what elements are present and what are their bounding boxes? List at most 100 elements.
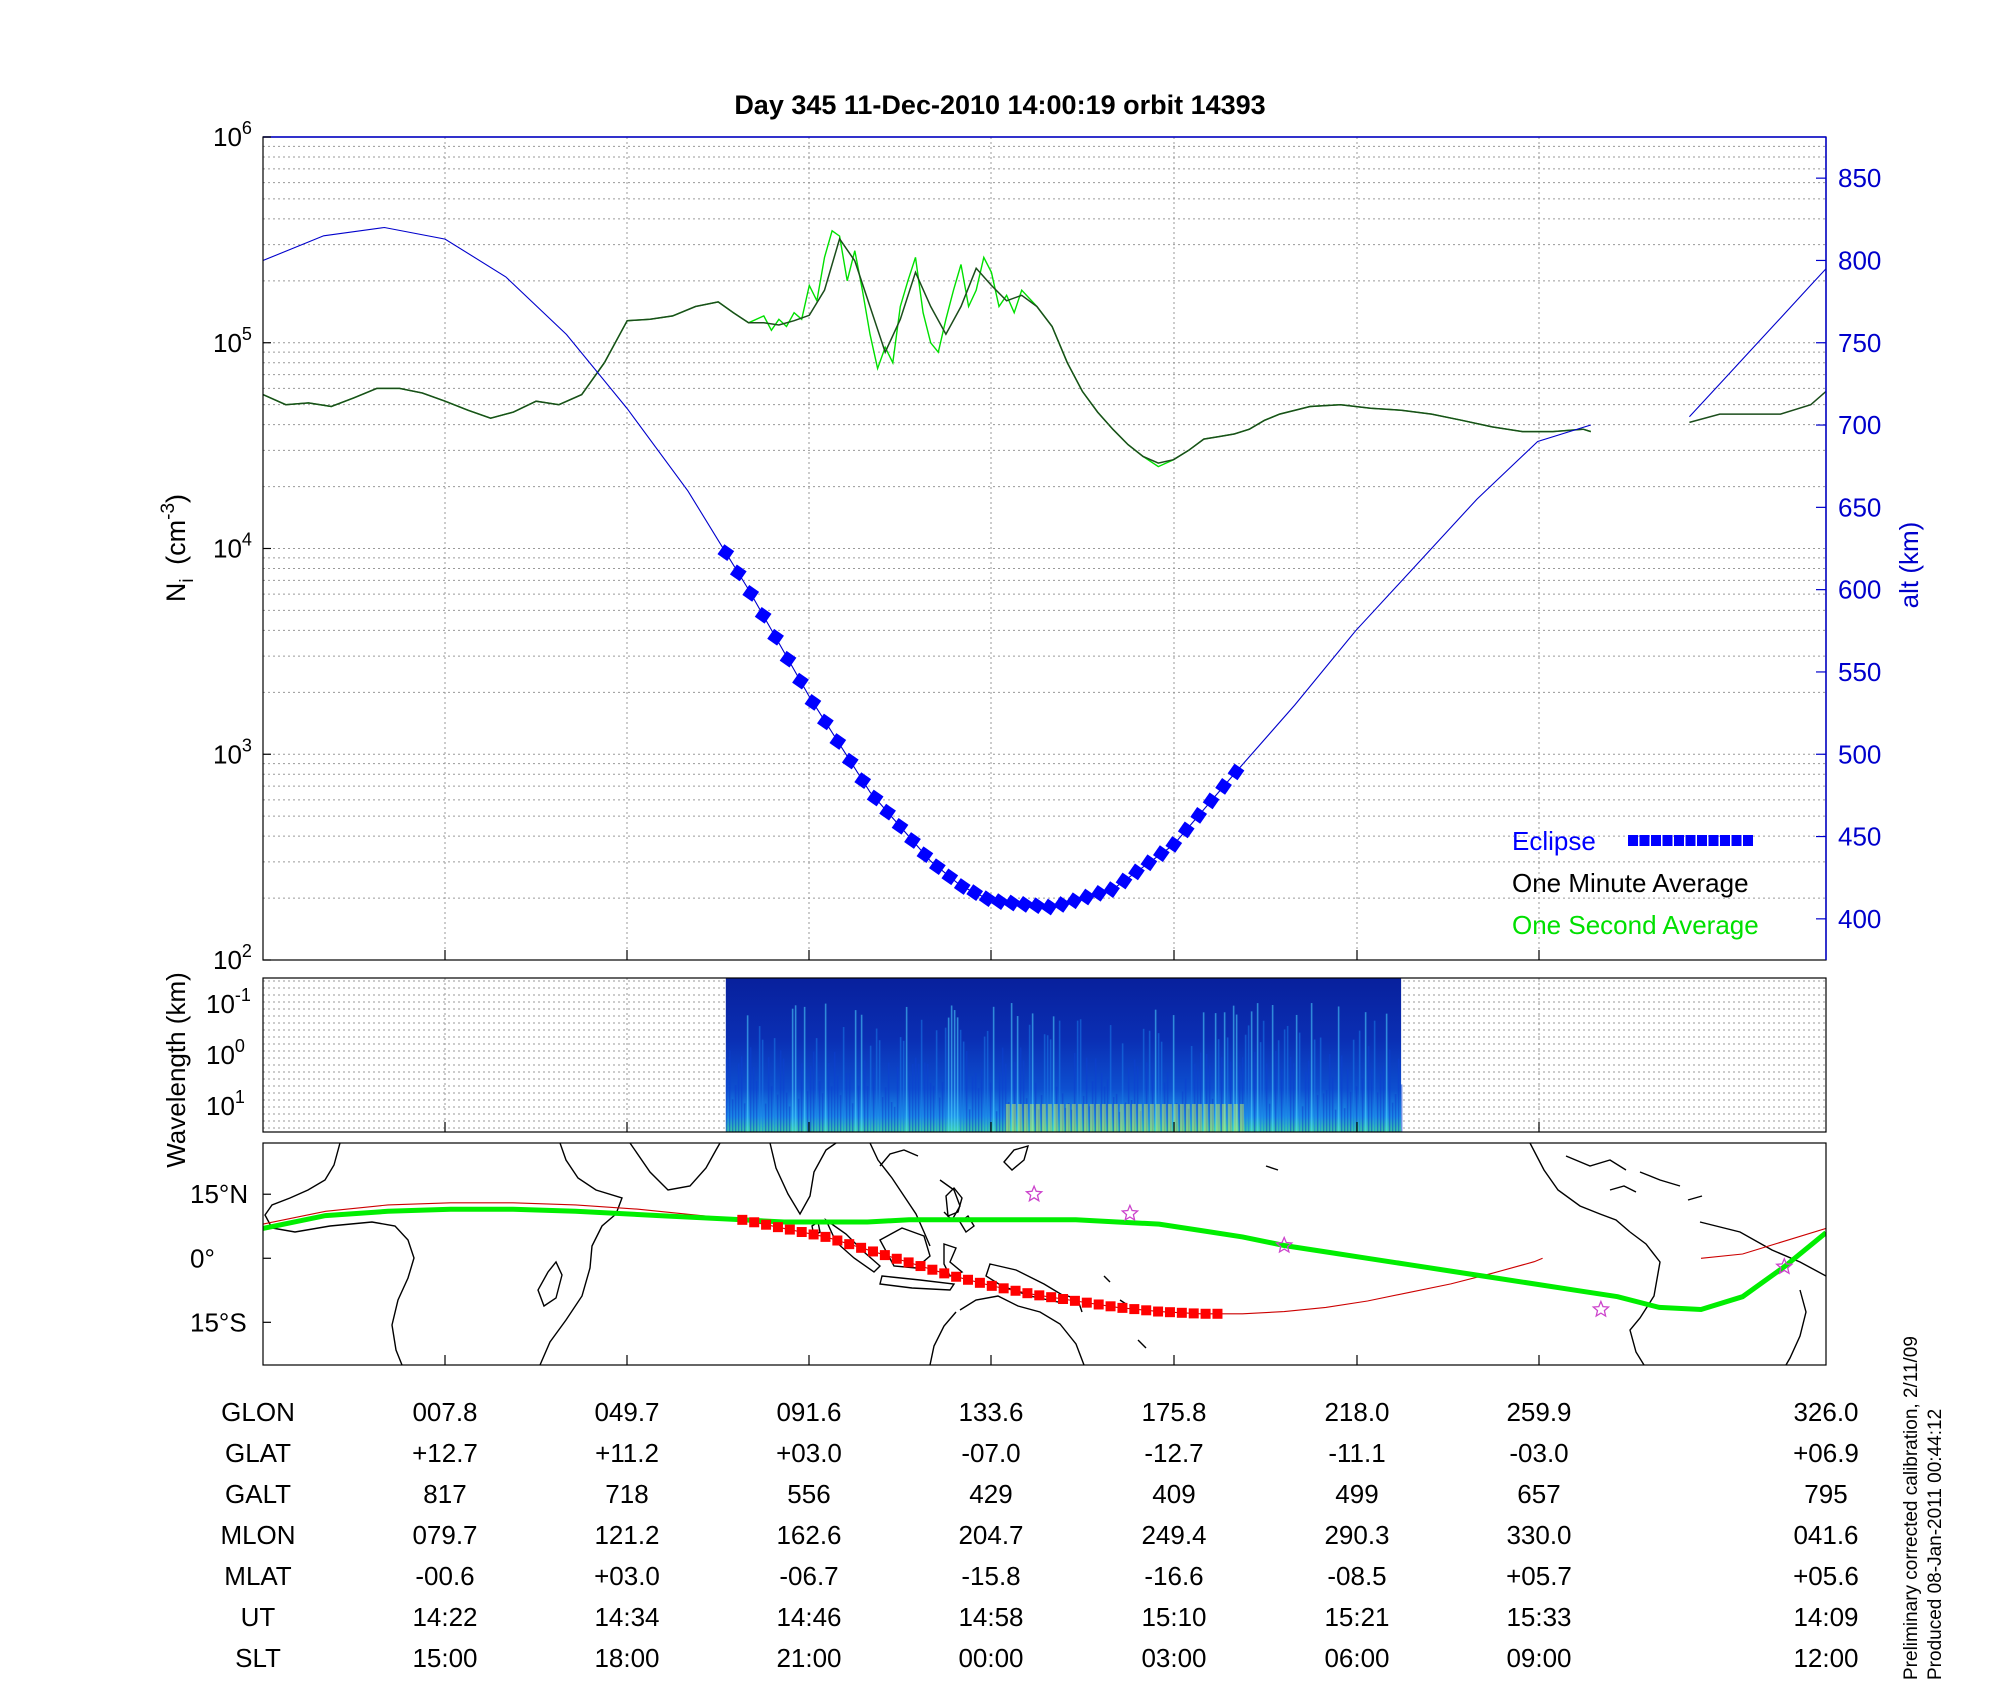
spectrogram-frame bbox=[262, 977, 1827, 1133]
orbit-table: GLON 007.8 049.7 091.6 133.6 175.8 218.0 259.9 3… bbox=[220, 1397, 1858, 1673]
density-axis-ticks: 102 103 104 105 106 bbox=[213, 118, 271, 975]
spectrogram-streak bbox=[1106, 1079, 1109, 1132]
spectrogram-streak bbox=[1052, 1016, 1055, 1132]
spectrogram-streak bbox=[737, 1063, 740, 1132]
spectrogram-streak bbox=[1319, 1037, 1322, 1132]
eclipse-track-marker bbox=[1129, 1304, 1140, 1315]
spectrogram-streak bbox=[1388, 1049, 1391, 1132]
spectrogram-streak bbox=[1223, 1012, 1226, 1132]
legend-eclipse-square bbox=[1697, 835, 1707, 846]
spectrogram-streak bbox=[1271, 1004, 1274, 1132]
spectrogram-streak bbox=[1295, 1014, 1298, 1132]
legend-eclipse-square bbox=[1662, 835, 1673, 846]
spectrogram-streak bbox=[1184, 1078, 1187, 1132]
spectrogram-streak bbox=[1283, 1029, 1286, 1132]
spectrogram-hot bbox=[1191, 1104, 1196, 1132]
spectrogram-streak bbox=[1022, 1060, 1025, 1132]
legend-eclipse-square bbox=[1708, 835, 1719, 846]
spectrogram-streak bbox=[1001, 1047, 1004, 1132]
spectrogram-streak bbox=[1277, 1040, 1280, 1132]
legend-eclipse-square bbox=[1743, 835, 1753, 846]
spectrogram-streak bbox=[746, 1015, 749, 1132]
spectrogram-streak bbox=[1019, 1047, 1022, 1132]
spectrogram-streak bbox=[953, 1010, 956, 1132]
spectrogram-streak bbox=[932, 1085, 935, 1132]
spectrogram-streak bbox=[1259, 1042, 1262, 1132]
table-cell: 817 bbox=[423, 1479, 466, 1509]
spectrogram-streak bbox=[824, 1003, 827, 1132]
spectrogram-streak bbox=[1208, 1065, 1211, 1132]
eclipse-track-marker bbox=[1046, 1292, 1057, 1303]
spectrogram-streak bbox=[998, 1072, 1001, 1132]
eclipse-marker bbox=[767, 628, 784, 646]
legend-eclipse-square bbox=[1628, 835, 1638, 846]
spectrogram-streak bbox=[896, 1066, 899, 1132]
spectrogram-streak bbox=[782, 1058, 785, 1132]
spectrogram-streak bbox=[800, 1063, 803, 1132]
spectrogram-hot bbox=[1113, 1104, 1118, 1132]
spectrogram-streak bbox=[1385, 1013, 1388, 1132]
spectrogram-hot bbox=[1197, 1104, 1202, 1132]
spectrogram-streak bbox=[887, 1062, 890, 1132]
table-row-label: SLT bbox=[235, 1643, 281, 1673]
eclipse-track-marker bbox=[784, 1224, 795, 1235]
series-altitude bbox=[263, 226, 1591, 908]
spectrogram-hot bbox=[1227, 1104, 1232, 1132]
density-tick-label: 104 bbox=[213, 530, 252, 564]
eclipse-track-marker bbox=[1105, 1301, 1116, 1312]
spectrogram-streak bbox=[1337, 1006, 1340, 1132]
eclipse-track-marker bbox=[998, 1283, 1009, 1294]
eclipse-marker bbox=[879, 803, 896, 821]
table-cell: 14:58 bbox=[958, 1602, 1023, 1632]
footnote-calibration: Preliminary corrected calibration, 2/11/… bbox=[1901, 1336, 1922, 1680]
spectrogram-streak bbox=[986, 1030, 989, 1132]
spectrogram-hot bbox=[1173, 1104, 1178, 1132]
spectrogram-streak bbox=[971, 1076, 974, 1132]
altitude-tick-label: 550 bbox=[1838, 657, 1881, 687]
spectrogram-streak bbox=[1241, 1057, 1244, 1132]
spectrogram-streak bbox=[1028, 1024, 1031, 1132]
altitude-axis-ticks: 400 450 500 550 600 650 700 750 800 850 bbox=[1816, 163, 1881, 934]
table-cell: 079.7 bbox=[412, 1520, 477, 1550]
spectrogram-streak bbox=[1250, 1011, 1253, 1132]
table-cell: 18:00 bbox=[594, 1643, 659, 1673]
eclipse-marker bbox=[1152, 845, 1170, 863]
station-star-icon bbox=[1120, 1203, 1140, 1222]
eclipse-marker bbox=[1028, 897, 1046, 915]
spectrogram-streak bbox=[860, 1014, 863, 1132]
table-cell: +12.7 bbox=[412, 1438, 478, 1468]
spectrogram-streak bbox=[902, 1040, 905, 1132]
spectrogram-streak bbox=[905, 1006, 908, 1132]
eclipse-marker bbox=[1202, 792, 1220, 810]
spectrogram-streak bbox=[1280, 1068, 1283, 1132]
table-cell: 795 bbox=[1804, 1479, 1847, 1509]
spectrogram-streak bbox=[1343, 1108, 1346, 1132]
eclipse-track-marker bbox=[1153, 1306, 1164, 1317]
spectrogram-streak bbox=[788, 1106, 791, 1132]
spectrogram-streak bbox=[797, 1098, 800, 1132]
eclipse-track-marker bbox=[761, 1219, 772, 1230]
eclipse-track-marker bbox=[986, 1280, 997, 1291]
spectrogram-streak bbox=[872, 1067, 875, 1132]
spectrogram-streak bbox=[926, 1063, 929, 1132]
spectrogram-streak bbox=[1238, 1066, 1241, 1132]
spectrogram-streak bbox=[1031, 1013, 1034, 1132]
spectrogram-streak bbox=[878, 1040, 881, 1132]
spectrogram-streak bbox=[959, 1029, 962, 1132]
spectrogram-streak bbox=[1172, 1015, 1175, 1132]
eclipse-marker bbox=[829, 733, 847, 750]
spectrogram-hot bbox=[1083, 1104, 1088, 1132]
table-cell: -03.0 bbox=[1509, 1438, 1568, 1468]
spectrogram-streak bbox=[1166, 1072, 1169, 1132]
spectrogram-streak bbox=[1226, 1037, 1229, 1132]
spectrogram-streak bbox=[1400, 1084, 1403, 1132]
spectrogram-streak bbox=[890, 1102, 893, 1132]
table-row-label: GLAT bbox=[225, 1438, 291, 1468]
table-cell: 718 bbox=[605, 1479, 648, 1509]
spectrogram-streak bbox=[935, 1030, 938, 1132]
spectrogram-streak bbox=[1394, 1094, 1397, 1132]
spectrogram-streak bbox=[1274, 1050, 1277, 1132]
altitude-tick-label: 750 bbox=[1838, 328, 1881, 358]
eclipse-marker bbox=[717, 544, 735, 561]
spectrogram-streak bbox=[728, 1050, 731, 1132]
